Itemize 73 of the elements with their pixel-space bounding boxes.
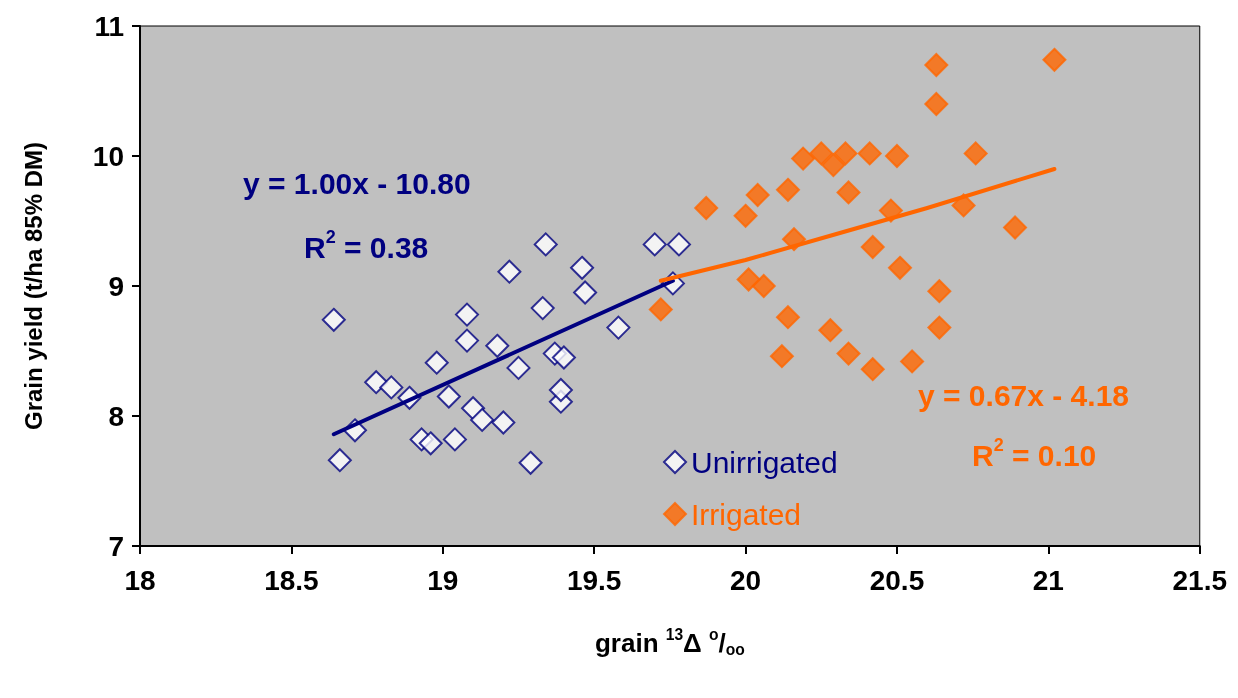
- point: [857, 141, 882, 166]
- point: [424, 350, 449, 375]
- point: [551, 345, 576, 370]
- x-tick-label: 19.5: [566, 564, 622, 596]
- point: [836, 341, 861, 366]
- point: [860, 357, 885, 382]
- point: [530, 296, 555, 321]
- point: [666, 232, 691, 257]
- y-tick-label: 9: [108, 270, 124, 302]
- point: [963, 141, 988, 166]
- annotation: y = 0.67x - 4.18: [918, 378, 1129, 412]
- x-tick-label: 19: [427, 564, 459, 596]
- legend-label: Irrigated: [691, 497, 802, 531]
- point: [821, 153, 846, 178]
- point: [769, 344, 794, 369]
- y-tick-label: 11: [94, 10, 124, 42]
- point: [924, 53, 949, 77]
- point: [606, 315, 631, 340]
- point: [733, 203, 758, 228]
- point: [379, 375, 404, 400]
- point: [455, 328, 480, 353]
- point: [836, 180, 861, 205]
- point: [927, 315, 952, 340]
- point: [736, 267, 761, 292]
- y-axis-title: Grain yield (t/ha 85% DM): [19, 141, 47, 431]
- point: [1003, 215, 1028, 240]
- point: [573, 280, 598, 305]
- point: [775, 305, 800, 330]
- x-tick-label: 20: [729, 564, 762, 596]
- point: [491, 410, 516, 435]
- point: [833, 141, 858, 166]
- point: [533, 232, 558, 257]
- point: [745, 183, 770, 207]
- point: [518, 450, 543, 475]
- point: [321, 307, 346, 332]
- y-tick-label: 10: [92, 140, 124, 172]
- point: [436, 384, 461, 409]
- point: [327, 448, 352, 473]
- point: [791, 146, 816, 171]
- point: [818, 318, 843, 343]
- point: [497, 259, 522, 284]
- point: [924, 92, 949, 116]
- x-tick-label: 21.5: [1172, 564, 1227, 596]
- point: [455, 302, 480, 327]
- point: [809, 141, 834, 166]
- point: [418, 431, 443, 456]
- point: [1042, 47, 1067, 72]
- x-tick-label: 18.5: [264, 564, 319, 596]
- point: [900, 349, 925, 374]
- point: [506, 355, 531, 380]
- point: [548, 378, 573, 402]
- point: [364, 370, 389, 395]
- x-tick-label: 20.5: [869, 564, 925, 596]
- x-tick-label: 21: [1032, 564, 1064, 596]
- point: [751, 274, 776, 298]
- annotation: y = 1.00x - 10.80: [243, 166, 471, 200]
- point: [442, 427, 467, 452]
- legend-label: Unirrigated: [691, 445, 838, 479]
- point: [570, 255, 595, 280]
- point: [884, 144, 909, 168]
- point: [860, 235, 885, 259]
- point: [694, 196, 719, 220]
- point: [642, 232, 667, 257]
- x-tick-label: 18: [124, 564, 156, 596]
- y-tick-label: 7: [108, 530, 124, 562]
- point: [485, 333, 510, 358]
- point: [951, 193, 976, 218]
- y-tick-label: 8: [108, 400, 124, 432]
- point: [470, 407, 495, 432]
- point: [927, 279, 952, 304]
- point: [775, 177, 800, 202]
- point: [648, 297, 673, 322]
- point: [887, 255, 912, 280]
